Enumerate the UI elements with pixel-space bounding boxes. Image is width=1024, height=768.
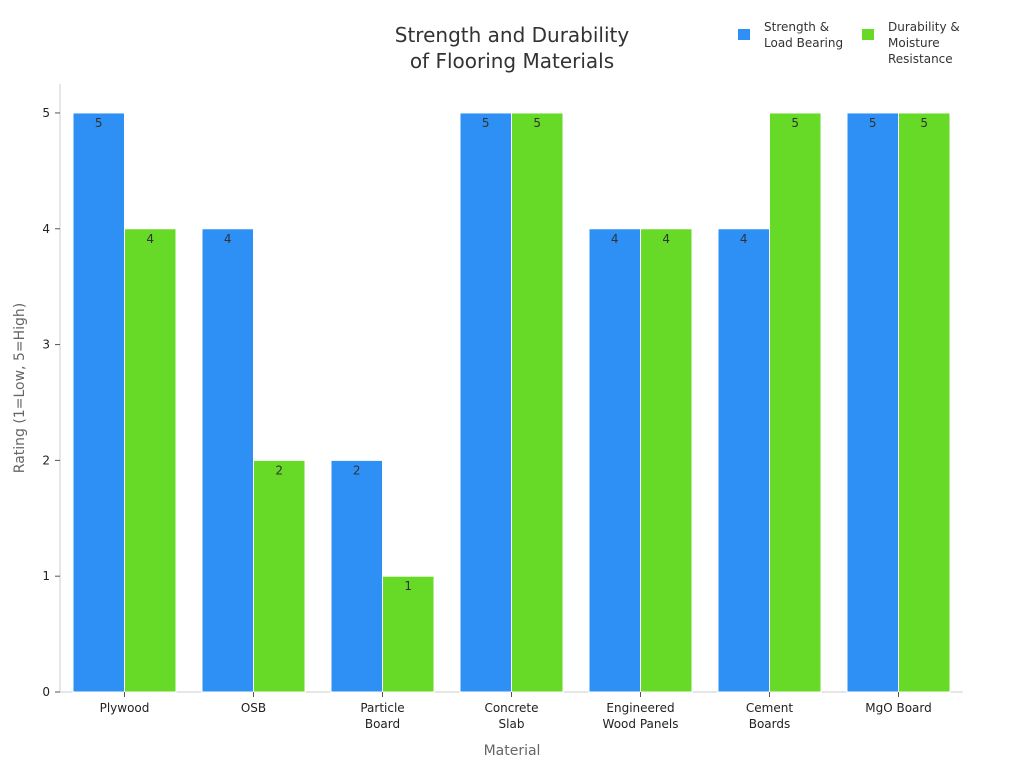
y-tick-label: 5	[42, 106, 50, 120]
x-tick-label: Concrete	[484, 701, 538, 715]
x-tick-label: Plywood	[100, 701, 150, 715]
bar-series-1-cat-2	[201, 228, 254, 693]
legend-swatch-1	[738, 29, 750, 40]
data-label: 2	[275, 463, 283, 477]
y-tick-label: 0	[42, 685, 50, 699]
x-tick-label: Slab	[499, 717, 525, 731]
bar-series-2-cat-5	[640, 228, 693, 693]
bar-series-2-cat-7	[898, 112, 951, 693]
x-tick-label: MgO Board	[865, 701, 932, 715]
bar-series-2-cat-4	[511, 112, 564, 693]
bar-series-2-cat-2	[253, 459, 306, 693]
data-label: 5	[920, 116, 928, 130]
bar-series-2-cat-3	[382, 575, 435, 693]
y-tick-label: 4	[42, 222, 50, 236]
legend: Strength & Load Bearing Durability & Moistu…	[738, 20, 960, 66]
y-tick-label: 3	[42, 338, 50, 352]
bar-series-2-cat-6	[769, 112, 822, 693]
data-label: 4	[662, 232, 670, 246]
data-label: 1	[404, 579, 412, 593]
data-label: 4	[146, 232, 154, 246]
legend-label-1: Load Bearing	[764, 36, 843, 50]
x-tick-label: Board	[365, 717, 400, 731]
bar-series-1-cat-1	[72, 112, 125, 693]
data-label: 5	[95, 116, 103, 130]
bar-series-1-cat-3	[330, 459, 383, 693]
bar-series-1-cat-5	[588, 228, 641, 693]
x-tick-label: Boards	[749, 717, 791, 731]
data-label: 4	[740, 232, 748, 246]
x-axis-label: Material	[484, 743, 541, 759]
data-label: 5	[533, 116, 541, 130]
bar-series-1-cat-6	[717, 228, 770, 693]
bar-series-1-cat-7	[846, 112, 899, 693]
x-tick-label: Particle	[360, 701, 404, 715]
y-tick-label: 2	[42, 453, 50, 467]
data-label: 4	[224, 232, 232, 246]
legend-label-2: Durability &	[888, 20, 960, 34]
data-label: 5	[869, 116, 877, 130]
x-tick-label: OSB	[241, 701, 266, 715]
x-tick-label: Cement	[746, 701, 793, 715]
x-tick-label: Engineered	[606, 701, 674, 715]
x-tick-label: Wood Panels	[603, 717, 679, 731]
plot-area: 0 1 2 3 4 5 5 4 Plywood 4 2 OSB 2 1 Particle Board 5 5 Con…	[42, 84, 963, 731]
bar-series-2-cat-1	[124, 228, 177, 693]
data-label: 2	[353, 463, 361, 477]
legend-label-1: Strength &	[764, 20, 829, 34]
chart-title-line-2: of Flooring Materials	[410, 49, 614, 73]
bar-series-1-cat-4	[459, 112, 512, 693]
legend-label-2: Moisture	[888, 36, 940, 50]
data-label: 4	[611, 232, 619, 246]
y-axis-label: Rating (1=Low, 5=High)	[12, 303, 28, 473]
legend-swatch-2	[862, 29, 874, 40]
y-tick-label: 1	[42, 569, 50, 583]
data-label: 5	[791, 116, 799, 130]
chart-title-line-1: Strength and Durability	[395, 23, 630, 47]
legend-label-2: Resistance	[888, 52, 953, 66]
data-label: 5	[482, 116, 490, 130]
